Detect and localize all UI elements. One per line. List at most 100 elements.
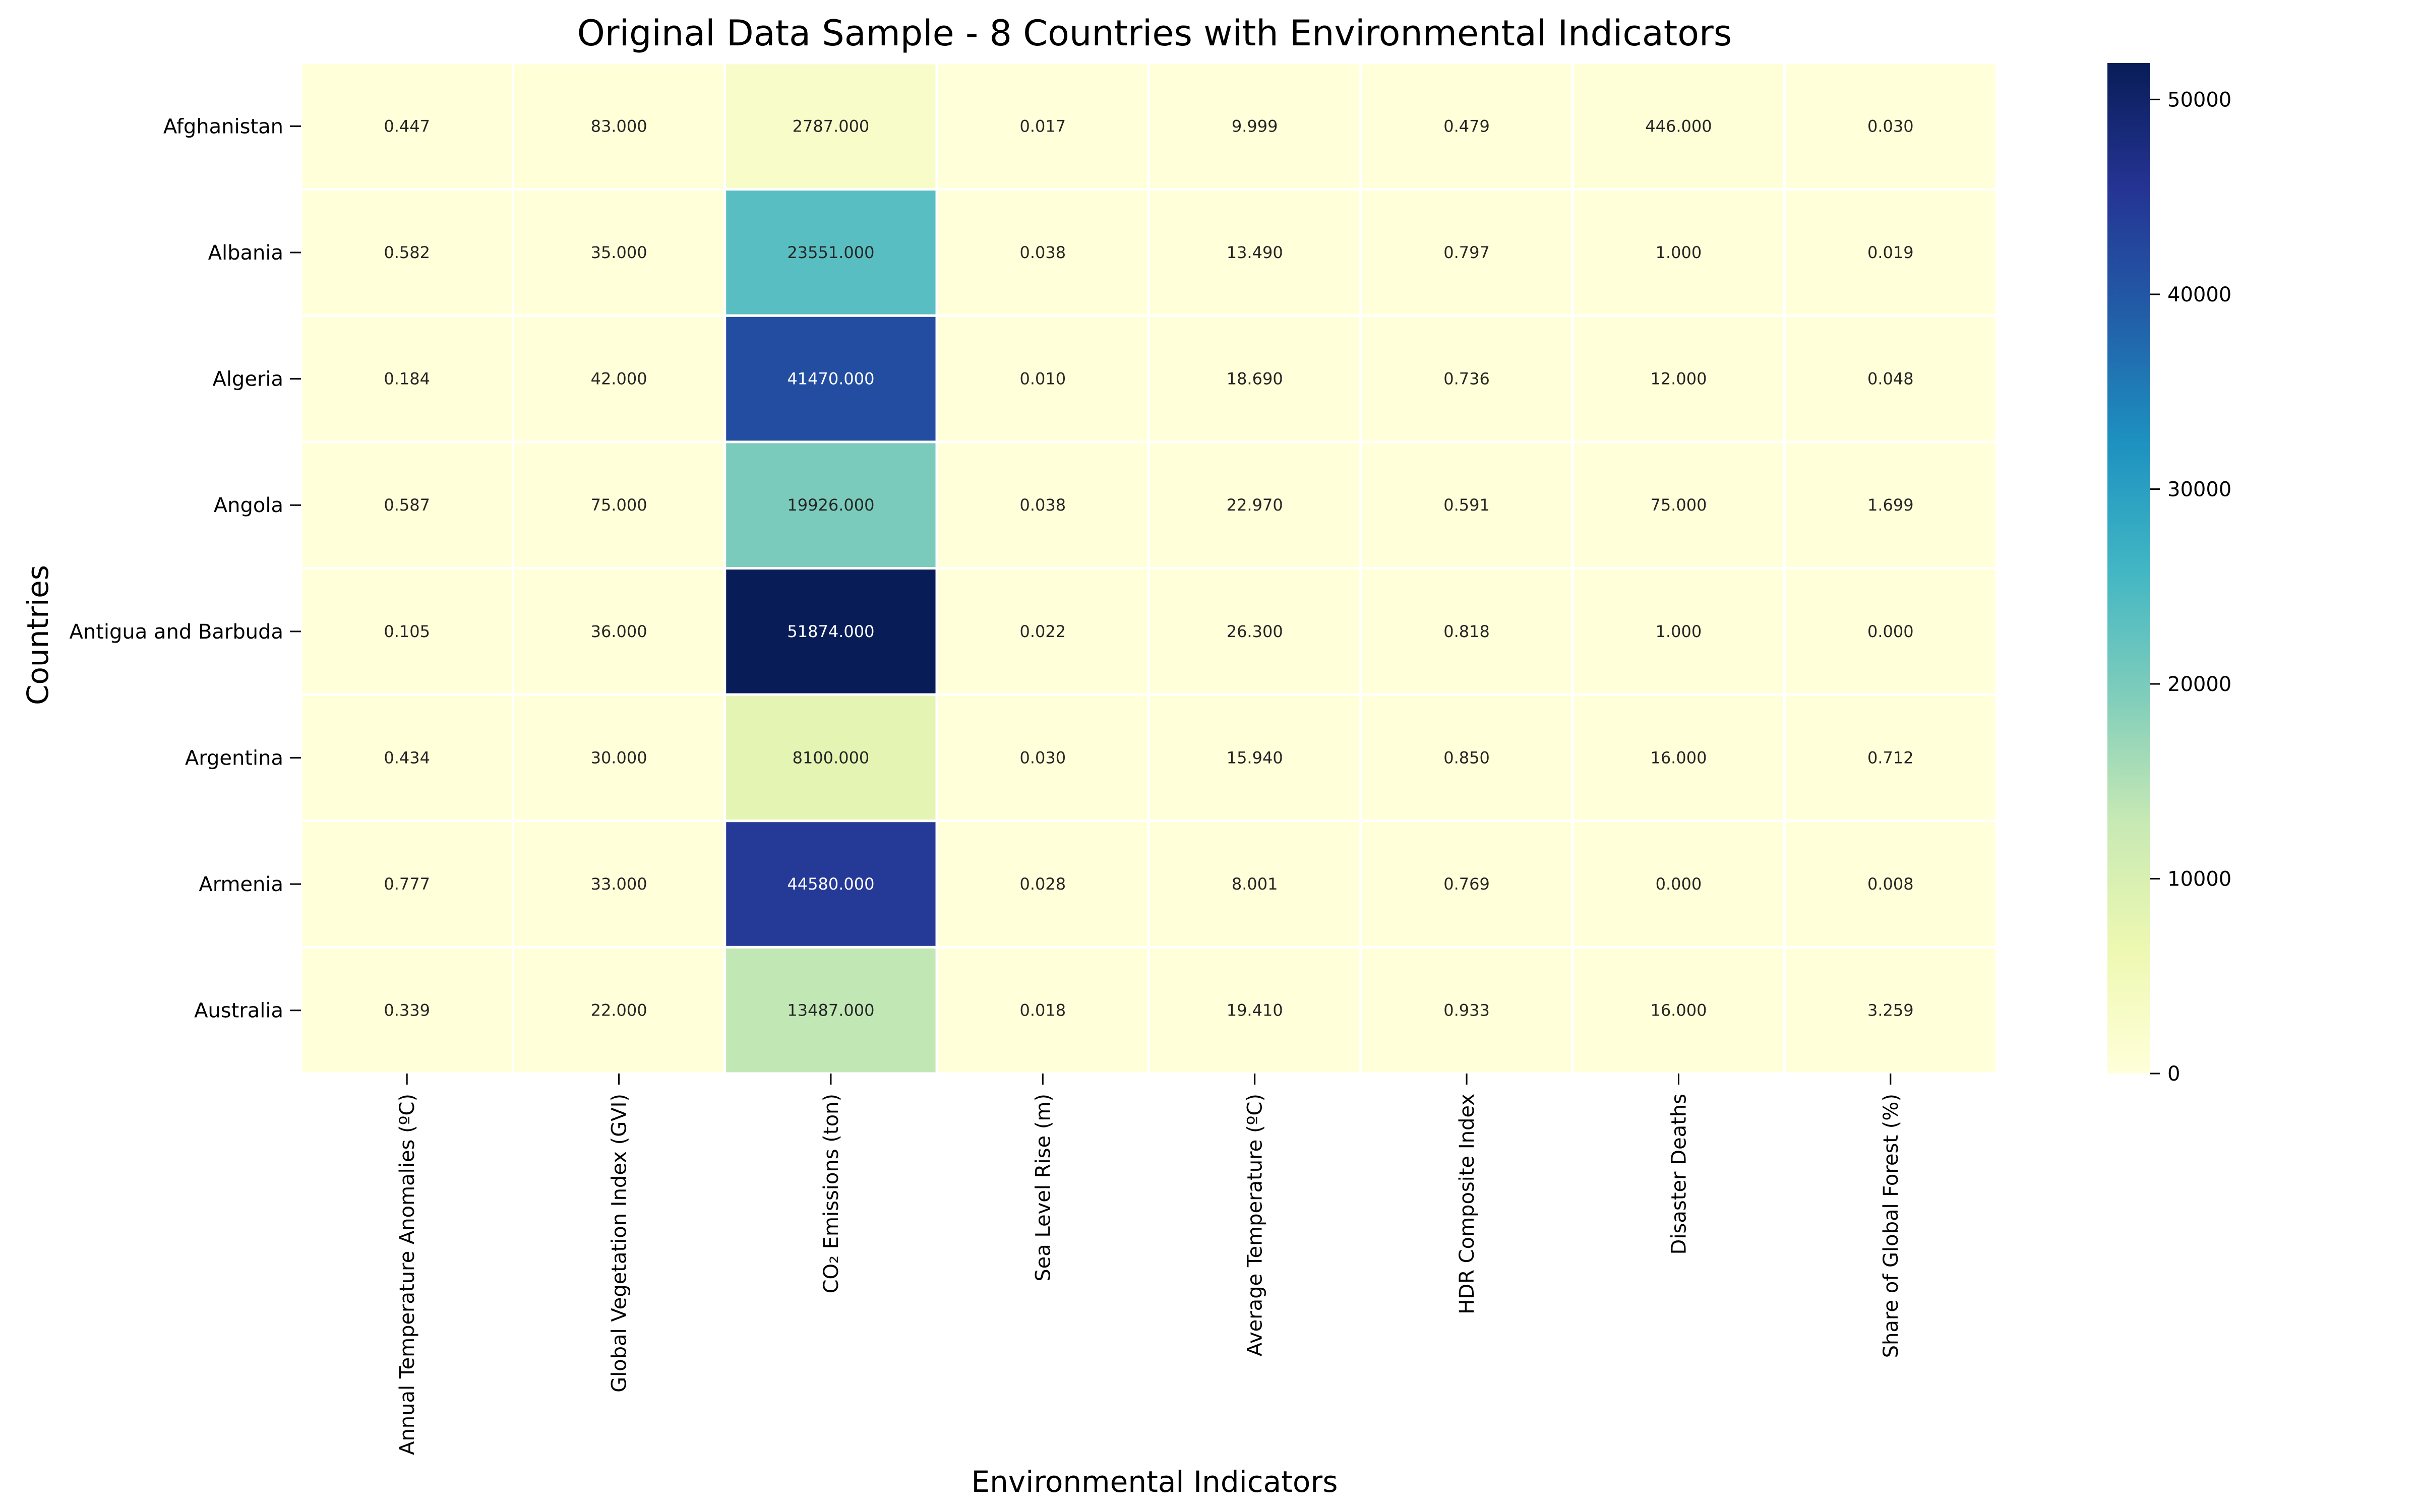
cell-value-label: 35.000 xyxy=(591,243,647,262)
cell-value-label: 75.000 xyxy=(1650,495,1707,515)
heatmap-cell xyxy=(1359,693,1574,823)
cell-value-label: 0.850 xyxy=(1443,748,1490,767)
row-tick-label: Antigua and Barbuda xyxy=(70,620,284,644)
cell-value-label: 0.591 xyxy=(1443,495,1490,515)
colorbar-tick-label: 30000 xyxy=(2167,478,2231,501)
cell-value-label: 83.000 xyxy=(591,116,647,136)
cell-value-label: 1.000 xyxy=(1656,243,1702,262)
cell-value-label: 0.797 xyxy=(1443,243,1490,262)
cell-value-label: 75.000 xyxy=(591,495,647,515)
heatmap-cell xyxy=(511,314,727,444)
cell-value-label: 0.447 xyxy=(384,116,430,136)
heatmap-cell xyxy=(723,440,938,570)
chart-title: Original Data Sample - 8 Countries with … xyxy=(577,13,1732,54)
cell-value-label: 22.000 xyxy=(591,1001,647,1020)
column-tick-label: Annual Temperature Anomalies (ºC) xyxy=(396,1094,419,1455)
colorbar-tick-label: 50000 xyxy=(2167,88,2231,111)
heatmap-cells xyxy=(299,61,1998,1075)
colorbar-tick-label: 20000 xyxy=(2167,673,2231,696)
heatmap-cell xyxy=(1147,693,1362,823)
cell-value-label: 0.479 xyxy=(1443,116,1490,136)
cell-value-label: 13487.000 xyxy=(787,1001,874,1020)
cell-value-label: 51874.000 xyxy=(787,622,874,641)
row-tick-label: Algeria xyxy=(212,368,283,391)
cell-value-label: 0.030 xyxy=(1867,116,1914,136)
cell-value-label: 16.000 xyxy=(1650,1001,1707,1020)
heatmap-cell xyxy=(1571,820,1786,949)
heatmap-cell xyxy=(1147,440,1362,570)
colorbar-tick-label: 10000 xyxy=(2167,867,2231,891)
heatmap-cell xyxy=(299,61,514,191)
heatmap-cell xyxy=(1783,188,1998,317)
cell-value-label: 30.000 xyxy=(591,748,647,767)
heatmap-cell xyxy=(511,820,727,949)
cell-value-label: 0.339 xyxy=(384,1001,430,1020)
heatmap-cell xyxy=(723,693,938,823)
heatmap-cell xyxy=(511,693,727,823)
cell-value-label: 12.000 xyxy=(1650,369,1707,389)
row-tick-label: Angola xyxy=(214,494,283,517)
heatmap-cell xyxy=(1359,820,1574,949)
cell-value-label: 15.940 xyxy=(1227,748,1283,767)
heatmap-cell xyxy=(723,946,938,1075)
heatmap-cell xyxy=(1571,440,1786,570)
cell-value-label: 44580.000 xyxy=(787,874,874,894)
column-tick-label: Share of Global Forest (%) xyxy=(1880,1094,1903,1358)
column-tick-label: Global Vegetation Index (GVI) xyxy=(608,1094,631,1393)
cell-value-label: 0.777 xyxy=(384,874,430,894)
cell-value-label: 0.769 xyxy=(1443,874,1490,894)
column-tick-label: CO₂ Emissions (ton) xyxy=(820,1094,843,1293)
cell-value-label: 0.028 xyxy=(1020,874,1066,894)
column-tick-label: Disaster Deaths xyxy=(1667,1094,1690,1254)
heatmap-cell xyxy=(1783,314,1998,444)
colorbar xyxy=(2107,63,2150,1074)
cell-value-label: 22.970 xyxy=(1227,495,1283,515)
row-tick-label: Argentina xyxy=(185,746,283,770)
column-tick-label: HDR Composite Index xyxy=(1456,1094,1479,1314)
heatmap-cell xyxy=(299,820,514,949)
cell-value-label: 0.184 xyxy=(384,369,430,389)
cell-value-label: 26.300 xyxy=(1227,622,1283,641)
cell-value-label: 23551.000 xyxy=(787,243,874,262)
cell-value-label: 9.999 xyxy=(1232,116,1278,136)
heatmap-cell xyxy=(1571,314,1786,444)
heatmap-cell xyxy=(1359,314,1574,444)
heatmap-cell xyxy=(935,567,1150,696)
row-tick-label: Afghanistan xyxy=(163,115,283,138)
x-axis-label: Environmental Indicators xyxy=(972,1465,1338,1499)
cell-value-label: 0.736 xyxy=(1443,369,1490,389)
cell-value-label: 1.699 xyxy=(1867,495,1914,515)
heatmap-cell xyxy=(1783,61,1998,191)
heatmap-cell xyxy=(935,314,1150,444)
heatmap-cell xyxy=(1147,820,1362,949)
cell-value-label: 446.000 xyxy=(1645,116,1712,136)
heatmap-cell xyxy=(1783,693,1998,823)
cell-value-label: 33.000 xyxy=(591,874,647,894)
column-tick-label: Sea Level Rise (m) xyxy=(1032,1094,1055,1282)
heatmap-cell xyxy=(511,188,727,317)
heatmap-cell xyxy=(1783,820,1998,949)
cell-value-label: 0.010 xyxy=(1020,369,1066,389)
cell-value-label: 0.008 xyxy=(1867,874,1914,894)
heatmap-cell xyxy=(935,440,1150,570)
column-tick-labels: Annual Temperature Anomalies (ºC) Global … xyxy=(396,1074,1903,1455)
cell-value-label: 0.038 xyxy=(1020,243,1066,262)
cell-value-label: 19.410 xyxy=(1227,1001,1283,1020)
heatmap-cell xyxy=(1359,61,1574,191)
cell-value-label: 13.490 xyxy=(1227,243,1283,262)
column-tick-label: Average Temperature (ºC) xyxy=(1244,1094,1267,1356)
cell-value-label: 0.019 xyxy=(1867,243,1914,262)
heatmap-cell xyxy=(1147,314,1362,444)
cell-value-label: 36.000 xyxy=(591,622,647,641)
cell-value-label: 0.105 xyxy=(384,622,430,641)
row-tick-labels: Afghanistan Albania Algeria Angola Antigua a… xyxy=(70,115,301,1023)
cell-value-label: 41470.000 xyxy=(787,369,874,389)
heatmap-cell xyxy=(299,440,514,570)
cell-value-label: 1.000 xyxy=(1656,622,1702,641)
cell-value-labels: 0.447 83.000 2787.000 0.017 9.999 0.479 446.00… xyxy=(384,116,1913,1020)
cell-value-label: 8.001 xyxy=(1232,874,1278,894)
heatmap-cell xyxy=(723,314,938,444)
cell-value-label: 0.582 xyxy=(384,243,430,262)
cell-value-label: 0.933 xyxy=(1443,1001,1490,1020)
